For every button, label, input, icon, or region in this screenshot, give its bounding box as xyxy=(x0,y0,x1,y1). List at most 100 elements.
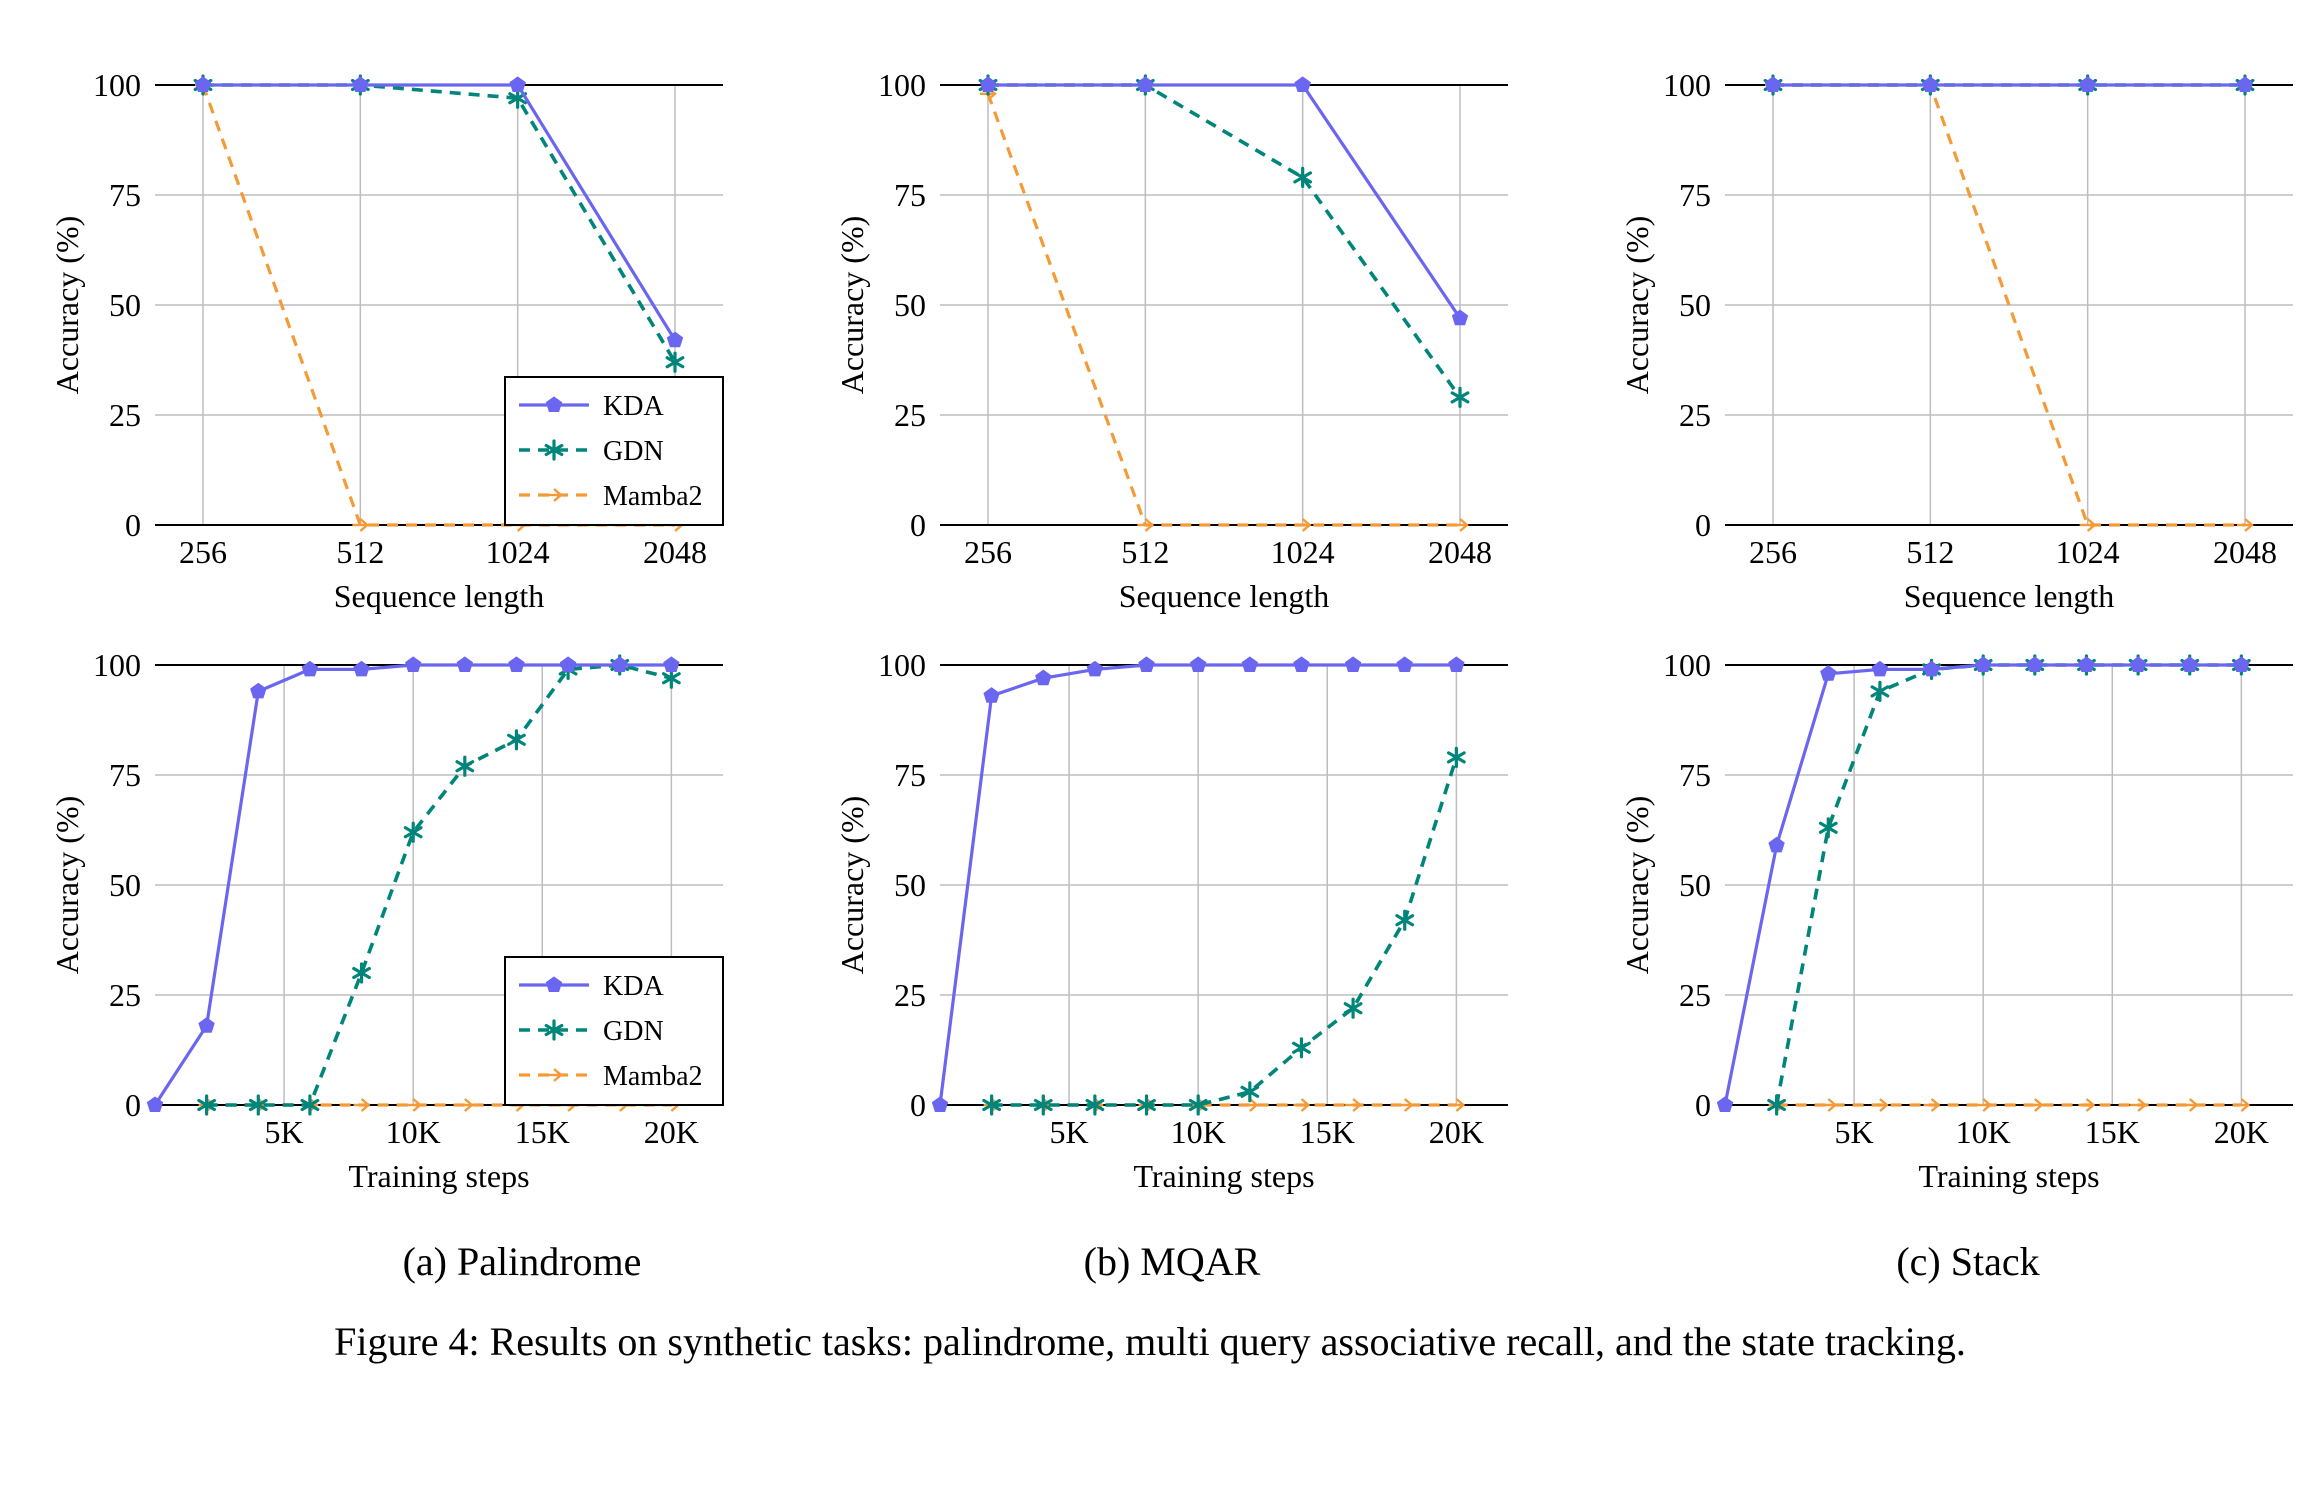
x-axis-label: Training steps xyxy=(1133,1158,1314,1194)
x-tick-label: 20K xyxy=(2214,1114,2269,1150)
y-tick-label: 100 xyxy=(93,647,141,683)
point-gdn xyxy=(665,351,685,373)
point-kda xyxy=(1396,656,1413,672)
point-kda xyxy=(2026,656,2043,672)
grid xyxy=(1725,665,2293,1105)
point-gdn xyxy=(1343,997,1363,1019)
point-kda xyxy=(1035,669,1052,686)
x-tick-label: 256 xyxy=(179,534,227,570)
point-mamba2 xyxy=(546,488,563,502)
point-mamba2 xyxy=(1975,1098,1993,1112)
y-tick-label: 75 xyxy=(1679,757,1711,793)
point-gdn xyxy=(1870,680,1890,703)
point-mamba2 xyxy=(2079,518,2097,532)
series-line-gdn xyxy=(988,83,1462,399)
legend-item-mamba2: Mamba2 xyxy=(519,1061,703,1092)
point-gdn xyxy=(197,1094,217,1116)
point-kda xyxy=(1922,76,1939,92)
point-kda xyxy=(1241,656,1258,672)
series-kda xyxy=(1716,656,2250,1112)
point-mamba2 xyxy=(1241,1098,1259,1112)
x-axis-label: Sequence length xyxy=(1119,578,1330,614)
x-axis-label: Sequence length xyxy=(1904,578,2115,614)
point-kda xyxy=(2079,76,2096,92)
series-line-kda xyxy=(988,83,1462,320)
legend: KDA GDN Mamba2 xyxy=(504,376,724,526)
series-gdn xyxy=(978,74,1470,408)
x-tick-label: 10K xyxy=(1956,1114,2011,1150)
y-tick-label: 50 xyxy=(1679,867,1711,903)
y-tick-label: 100 xyxy=(1663,67,1711,103)
point-kda xyxy=(1764,76,1782,92)
point-kda xyxy=(1975,656,1992,672)
point-gdn xyxy=(1395,909,1415,931)
point-kda xyxy=(2181,656,2198,672)
point-gdn xyxy=(507,729,526,751)
grid xyxy=(155,85,723,525)
x-tick-label: 1024 xyxy=(2056,534,2120,570)
legend-label: KDA xyxy=(603,391,664,422)
series-line-mamba2 xyxy=(986,93,1460,527)
x-tick-label: 512 xyxy=(336,534,384,570)
point-kda xyxy=(2078,656,2095,672)
point-kda xyxy=(2236,76,2254,92)
point-mamba2 xyxy=(2237,518,2254,532)
point-mamba2 xyxy=(2130,1098,2147,1112)
x-tick-label: 512 xyxy=(1121,534,1169,570)
y-tick-label: 50 xyxy=(109,867,141,903)
y-axis-label: Accuracy (%) xyxy=(49,796,85,975)
point-gdn xyxy=(544,1019,564,1041)
point-mamba2 xyxy=(1345,1098,1362,1112)
y-tick-label: 25 xyxy=(894,397,926,433)
point-kda xyxy=(931,1096,949,1112)
y-tick-label: 75 xyxy=(1679,177,1711,213)
point-mamba2 xyxy=(546,1068,563,1082)
point-kda xyxy=(194,76,212,92)
point-kda xyxy=(1294,76,1311,92)
point-kda xyxy=(545,976,563,992)
point-kda xyxy=(1138,656,1155,672)
subcaption-c: (c) Stack xyxy=(1896,1239,2040,1284)
series-line-gdn xyxy=(206,663,672,1107)
y-tick-label: 0 xyxy=(125,507,141,543)
series-kda xyxy=(194,76,684,348)
series-kda xyxy=(979,76,1469,326)
x-tick-label: 20K xyxy=(1429,1114,1484,1150)
point-mamba2 xyxy=(1923,1098,1941,1112)
y-axis-label: Accuracy (%) xyxy=(49,216,85,395)
y-tick-label: 25 xyxy=(109,977,141,1013)
x-tick-label: 1024 xyxy=(1271,534,1335,570)
point-kda xyxy=(509,76,526,92)
point-kda xyxy=(456,656,473,672)
point-mamba2 xyxy=(353,1098,371,1112)
x-tick-label: 5K xyxy=(1835,1114,1874,1150)
series-mamba2 xyxy=(1768,1098,2251,1112)
subcaption-a: (a) Palindrome xyxy=(402,1239,642,1284)
point-kda xyxy=(405,656,422,672)
y-tick-label: 75 xyxy=(894,177,926,213)
legend-label: Mamba2 xyxy=(603,481,703,512)
legend-label: GDN xyxy=(603,1016,664,1047)
point-kda xyxy=(353,660,370,677)
point-kda xyxy=(1137,76,1154,92)
legend-label: KDA xyxy=(603,971,664,1002)
y-tick-label: 25 xyxy=(1679,977,1711,1013)
chart-palindrome-sequence-length: 0 25 50 75 100 256 512 1024 2048 Sequence length A… xyxy=(49,67,724,614)
point-kda xyxy=(250,682,267,699)
y-tick-label: 50 xyxy=(1679,287,1711,323)
legend-item-kda: KDA xyxy=(519,391,664,422)
point-kda xyxy=(198,1017,215,1033)
point-kda xyxy=(1768,836,1785,853)
x-tick-label: 2048 xyxy=(2213,534,2277,570)
chart-stack-sequence-length: 0 25 50 75 100 256 512 1024 2048 Sequence length A… xyxy=(1619,67,2293,614)
point-mamba2 xyxy=(2026,1098,2044,1112)
x-axis-label: Training steps xyxy=(348,1158,529,1194)
point-mamba2 xyxy=(456,1098,474,1112)
point-kda xyxy=(611,656,628,672)
subcaption-b: (b) MQAR xyxy=(1083,1239,1261,1284)
x-tick-label: 15K xyxy=(1300,1114,1355,1150)
series-gdn xyxy=(982,746,1466,1116)
point-mamba2 xyxy=(352,518,370,532)
point-kda xyxy=(1820,665,1837,681)
